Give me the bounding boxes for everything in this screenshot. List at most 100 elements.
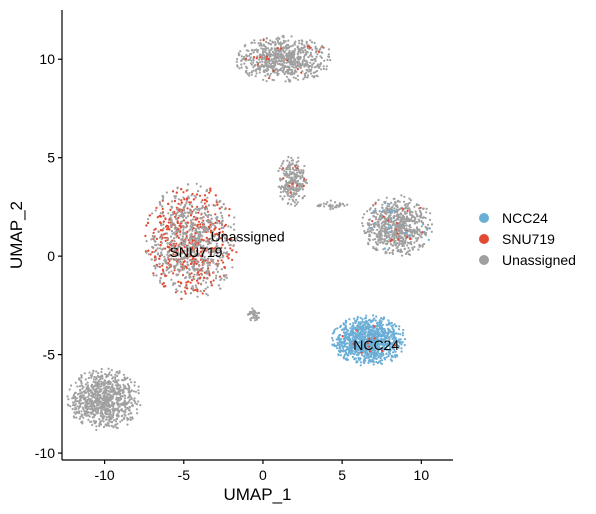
data-point: [388, 338, 391, 341]
data-point: [382, 318, 385, 321]
data-point: [274, 57, 278, 60]
data-point: [368, 238, 371, 241]
data-point: [411, 248, 415, 251]
data-point: [376, 361, 379, 365]
data-point: [395, 205, 398, 208]
data-point: [295, 161, 298, 164]
data-point: [182, 191, 185, 194]
data-point: [340, 342, 343, 345]
data-point: [272, 79, 275, 82]
data-point: [387, 319, 390, 322]
data-point: [247, 58, 250, 62]
data-point: [288, 161, 291, 164]
data-point: [228, 238, 231, 241]
data-point: [351, 332, 354, 335]
data-point: [343, 339, 346, 342]
data-point: [296, 171, 299, 174]
data-point: [297, 160, 300, 163]
data-point: [90, 385, 93, 388]
data-point: [80, 396, 83, 399]
data-point: [377, 220, 380, 223]
data-point: [84, 378, 87, 381]
data-point: [183, 290, 186, 293]
data-point: [199, 185, 202, 188]
data-point: [115, 401, 118, 404]
data-point: [305, 181, 309, 185]
data-point: [315, 49, 318, 52]
data-point: [154, 249, 157, 252]
data-point: [272, 64, 275, 68]
data-point: [190, 213, 193, 216]
data-point: [374, 207, 377, 210]
data-point: [398, 200, 401, 203]
data-point: [185, 281, 188, 284]
data-point: [372, 319, 375, 322]
data-point: [408, 197, 411, 200]
data-point: [394, 342, 397, 345]
data-point: [383, 223, 386, 226]
data-point: [378, 319, 381, 322]
data-point: [213, 225, 216, 228]
data-point: [275, 55, 278, 58]
data-point: [206, 286, 209, 289]
data-point: [159, 212, 162, 215]
data-point: [151, 212, 154, 215]
data-point: [381, 227, 384, 230]
data-point: [283, 73, 286, 76]
data-point: [344, 325, 347, 328]
data-point: [399, 340, 402, 344]
data-point: [334, 328, 337, 331]
data-point: [392, 216, 395, 220]
data-point: [194, 223, 197, 226]
data-point: [384, 242, 387, 245]
data-point: [215, 268, 218, 271]
data-point: [363, 354, 366, 358]
data-point: [113, 402, 116, 405]
data-point: [278, 50, 281, 53]
data-point: [147, 253, 151, 256]
data-point: [123, 385, 126, 389]
data-point: [379, 218, 382, 221]
data-point: [92, 370, 95, 373]
data-point: [284, 184, 287, 187]
data-point: [403, 227, 406, 230]
data-point: [399, 248, 402, 251]
data-point: [328, 55, 331, 59]
data-point: [286, 43, 289, 47]
data-point: [137, 385, 140, 388]
data-point: [222, 251, 225, 254]
data-point: [372, 245, 375, 249]
data-point: [285, 61, 288, 64]
data-point: [402, 328, 405, 332]
data-point: [130, 401, 133, 405]
data-point: [374, 216, 378, 219]
data-point: [95, 425, 98, 428]
data-point: [111, 383, 114, 387]
data-point: [114, 423, 117, 426]
data-point: [388, 247, 391, 250]
data-point: [182, 261, 185, 264]
data-point: [430, 230, 433, 233]
data-point: [320, 51, 323, 54]
data-point: [219, 211, 222, 214]
data-point: [278, 59, 281, 62]
data-point: [78, 402, 81, 405]
data-point: [346, 342, 349, 345]
data-point: [185, 235, 188, 238]
data-point: [192, 198, 195, 201]
data-point: [165, 232, 169, 235]
data-point: [197, 282, 200, 285]
data-point: [228, 214, 231, 217]
data-point: [78, 385, 82, 388]
data-point: [399, 232, 402, 235]
data-point: [401, 341, 404, 344]
data-point: [418, 230, 421, 233]
data-point: [400, 194, 403, 197]
data-point: [280, 185, 283, 188]
data-point: [364, 317, 367, 320]
data-point: [364, 325, 367, 328]
data-point: [265, 80, 268, 83]
data-point: [260, 64, 263, 67]
data-point: [342, 356, 345, 359]
data-point: [287, 72, 290, 75]
